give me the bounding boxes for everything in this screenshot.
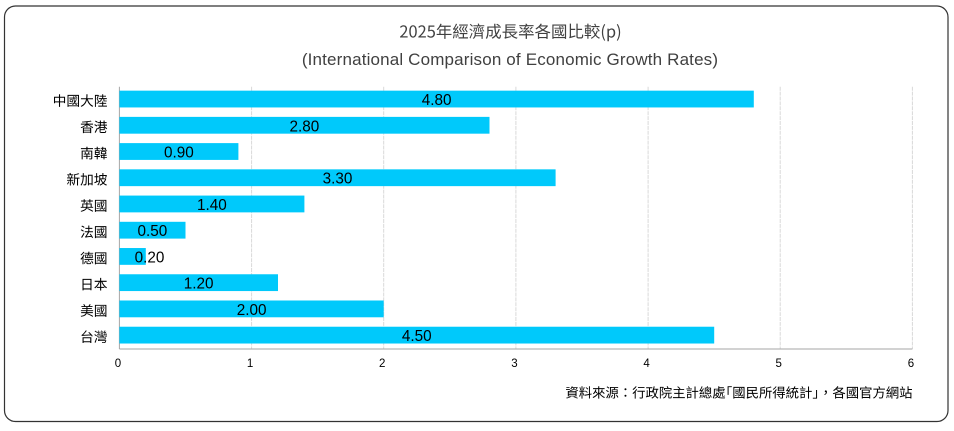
svg-text:5: 5: [775, 358, 781, 370]
svg-text:4.50: 4.50: [402, 328, 432, 345]
svg-text:0: 0: [115, 358, 121, 370]
svg-text:0.90: 0.90: [164, 145, 194, 162]
svg-text:3.30: 3.30: [323, 171, 353, 188]
svg-text:1: 1: [247, 358, 253, 370]
svg-text:1.40: 1.40: [197, 197, 227, 214]
svg-text:2.00: 2.00: [237, 302, 267, 319]
svg-text:4.80: 4.80: [422, 92, 452, 109]
svg-text:2: 2: [379, 358, 385, 370]
svg-text:6: 6: [908, 358, 914, 370]
svg-text:1.20: 1.20: [184, 276, 214, 293]
svg-text:0.50: 0.50: [138, 223, 168, 240]
svg-text:2.80: 2.80: [290, 118, 320, 135]
svg-text:3: 3: [511, 358, 517, 370]
svg-text:(International Comparison of E: (International Comparison of Economic Gr…: [302, 50, 718, 69]
svg-text:0.20: 0.20: [135, 249, 165, 266]
svg-text:4: 4: [643, 358, 650, 370]
